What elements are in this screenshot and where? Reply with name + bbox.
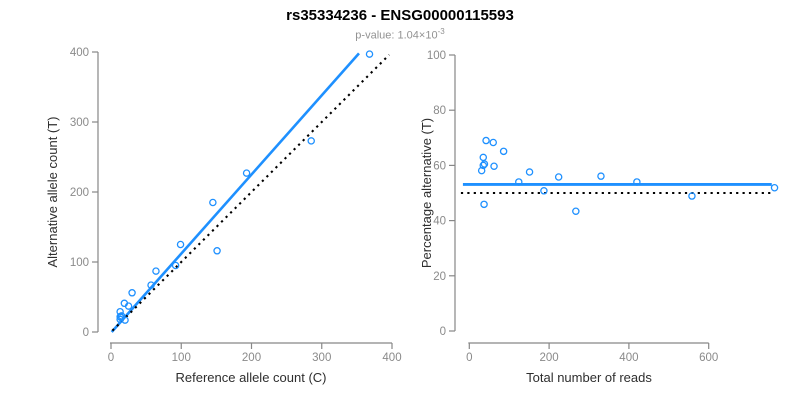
data-point <box>688 192 696 200</box>
pvalue-exponent: -3 <box>437 27 445 36</box>
data-point <box>515 178 523 186</box>
right-scatter-panel: 0 20 40 60 80 100 0 200 400 600 Total number of re… <box>419 50 779 385</box>
data-point <box>770 184 779 192</box>
x-tick-label: 0 <box>466 352 472 364</box>
y-tick-label: 100 <box>427 50 446 62</box>
x-tick-label: 100 <box>172 352 191 364</box>
y-tick-label: 80 <box>433 105 446 117</box>
data-point <box>176 240 185 249</box>
x-tick-label: 200 <box>242 352 261 364</box>
x-tick-label: 600 <box>699 352 718 364</box>
y-tick-label: 300 <box>70 117 89 129</box>
data-point <box>572 207 580 215</box>
y-tick-label: 60 <box>433 160 446 172</box>
data-point <box>121 316 129 324</box>
data-point <box>525 168 534 176</box>
data-point <box>480 200 488 209</box>
regression-line <box>110 52 360 333</box>
data-point <box>124 302 133 310</box>
identity-line <box>111 54 390 332</box>
data-point <box>307 137 315 145</box>
data-point <box>171 261 180 270</box>
data-point <box>152 267 160 275</box>
data-point <box>489 138 497 147</box>
data-point <box>540 187 548 195</box>
data-point <box>597 172 605 180</box>
figure-subtitle: p-value: 1.04×10-3 <box>0 27 800 42</box>
x-tick-label: 400 <box>619 352 638 364</box>
x-tick-label: 300 <box>312 352 331 364</box>
data-point <box>365 50 374 58</box>
figure-title: rs35334236 - ENSG00000115593 <box>286 7 514 24</box>
data-point <box>477 166 486 175</box>
y-axis-title: Percentage alternative (T) <box>419 118 434 268</box>
data-point <box>482 136 490 145</box>
data-point <box>490 162 498 170</box>
left-scatter-panel: 0 100 200 300 400 0 100 200 300 400 Reference alle… <box>45 47 402 385</box>
data-point <box>213 247 221 255</box>
data-point <box>479 153 488 162</box>
data-point <box>242 169 251 177</box>
pvalue-text: p-value: 1.04×10 <box>355 29 438 42</box>
x-tick-label: 400 <box>382 352 401 364</box>
y-tick-label: 0 <box>83 327 89 339</box>
y-tick-label: 40 <box>433 216 446 228</box>
y-tick-label: 400 <box>70 47 89 59</box>
x-tick-label: 0 <box>108 352 114 364</box>
x-axis-title: Reference allele count (C) <box>175 370 326 385</box>
x-tick-label: 200 <box>540 352 559 364</box>
y-axis-title: Alternative allele count (T) <box>45 116 60 267</box>
data-point <box>116 315 124 324</box>
x-axis-title: Total number of reads <box>526 370 652 385</box>
data-point <box>480 160 489 168</box>
y-tick-label: 100 <box>70 257 89 269</box>
data-point <box>633 178 641 186</box>
data-point <box>147 281 155 289</box>
y-tick-label: 20 <box>433 271 446 283</box>
y-tick-label: 200 <box>70 187 89 199</box>
data-point <box>554 173 563 181</box>
data-point <box>128 289 136 297</box>
data-point <box>209 198 217 207</box>
y-tick-label: 0 <box>440 326 446 338</box>
data-point <box>499 147 508 156</box>
